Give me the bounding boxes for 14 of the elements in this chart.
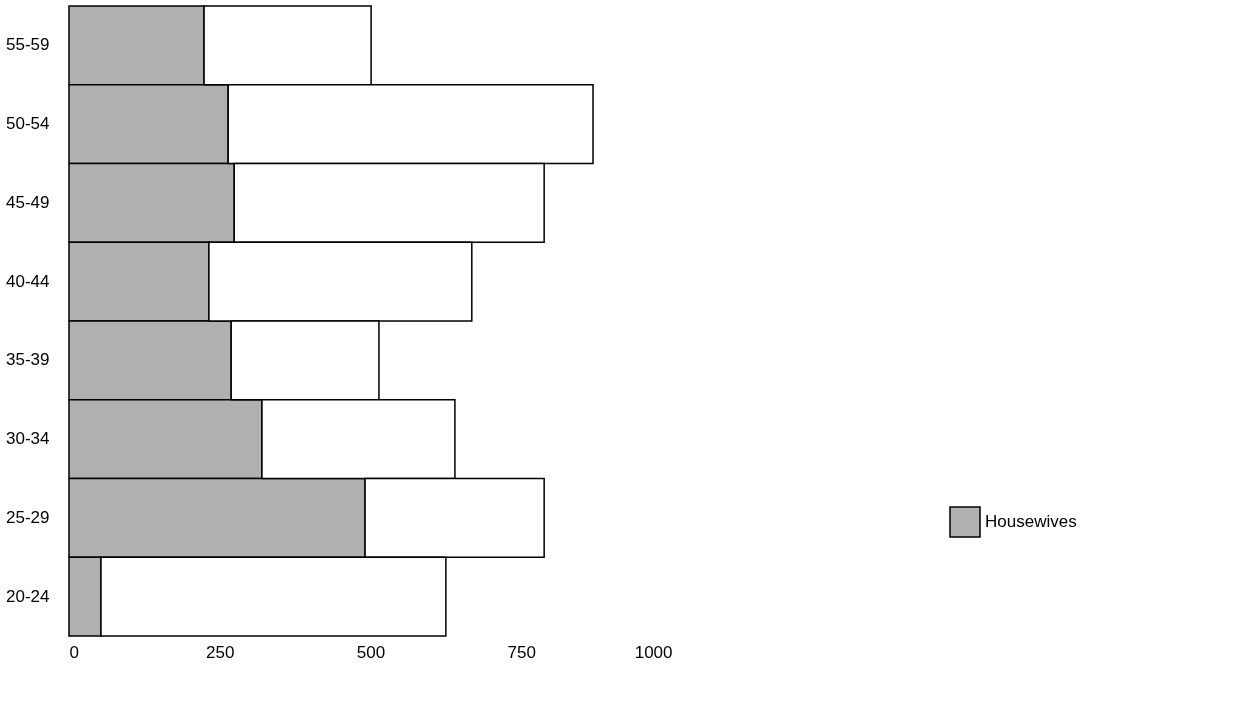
x-tick-label: 500	[356, 642, 386, 662]
y-tick-label: 30-34	[6, 429, 50, 449]
y-tick-label: 50-54	[6, 114, 50, 134]
x-tick-label: 0	[69, 642, 79, 662]
y-tick-label: 45-49	[6, 192, 50, 212]
y-tick-label: 40-44	[6, 271, 50, 291]
x-tick-label: 250	[206, 642, 235, 662]
x-tick-label: 750	[507, 642, 536, 662]
x-tick-label: 1000	[634, 642, 673, 662]
y-tick-label: 20-24	[6, 586, 50, 606]
y-tick-label: 35-39	[6, 350, 50, 370]
y-tick-label: 25-29	[6, 507, 50, 527]
legend-label: Housewives	[985, 512, 1077, 531]
y-tick-label: 55-59	[6, 35, 50, 55]
